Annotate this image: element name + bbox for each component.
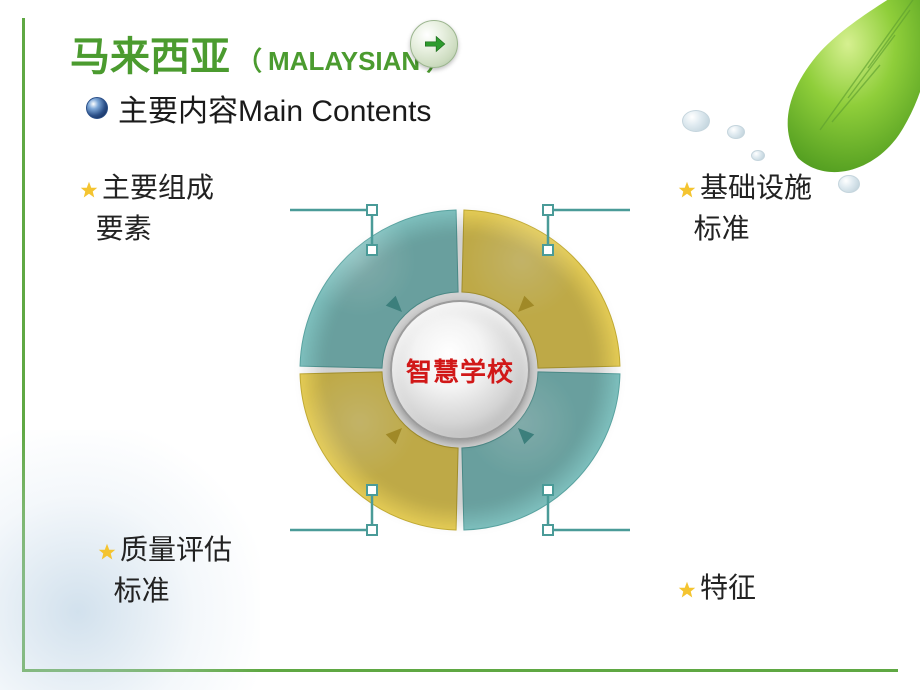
label-bl-line1: 质量评估: [120, 534, 232, 565]
label-tr-line1: 基础设施: [700, 172, 812, 203]
star-icon: [678, 181, 696, 199]
center-label: 智慧学校: [406, 352, 514, 389]
subtitle-text: 主要内容Main Contents: [118, 86, 431, 130]
label-bl-line2: 标准: [114, 575, 170, 606]
water-drop: [838, 175, 860, 193]
title-paren-open: （: [236, 41, 262, 78]
water-drop: [682, 110, 710, 132]
connector-node-icon: [543, 525, 553, 535]
label-tl-line2: 要素: [96, 213, 152, 244]
donut-diagram: 智慧学校: [290, 200, 630, 540]
connector-tr: [548, 210, 630, 250]
label-br-line1: 特征: [700, 572, 756, 603]
label-bottom-right: 特征: [678, 568, 756, 609]
label-top-left: 主要组成 要素: [80, 168, 214, 249]
subtitle-row: 主要内容Main Contents: [86, 86, 431, 130]
label-bottom-left: 质量评估 标准: [98, 530, 232, 611]
title-english: MALAYSIAN: [268, 46, 420, 77]
connector-node-icon: [367, 245, 377, 255]
page-title: 马来西亚 （ MALAYSIAN ）: [70, 24, 452, 82]
star-icon: [80, 181, 98, 199]
connector-node-icon: [543, 485, 553, 495]
water-drop: [727, 125, 745, 139]
connector-tl: [290, 210, 372, 250]
connector-bl: [290, 490, 372, 530]
connector-node-icon: [367, 205, 377, 215]
title-chinese: 马来西亚: [70, 24, 230, 82]
center-disc: 智慧学校: [390, 300, 530, 440]
connector-node-icon: [543, 245, 553, 255]
connector-node-icon: [543, 205, 553, 215]
water-drop: [751, 150, 765, 161]
bullet-icon: [86, 97, 108, 119]
next-arrow-button[interactable]: [410, 20, 458, 68]
label-top-right: 基础设施 标准: [678, 168, 812, 249]
connector-br: [548, 490, 630, 530]
arrow-right-icon: [421, 31, 447, 57]
label-tr-line2: 标准: [694, 213, 750, 244]
star-icon: [98, 543, 116, 561]
star-icon: [678, 581, 696, 599]
connector-node-icon: [367, 485, 377, 495]
label-tl-line1: 主要组成: [102, 172, 214, 203]
connector-node-icon: [367, 525, 377, 535]
